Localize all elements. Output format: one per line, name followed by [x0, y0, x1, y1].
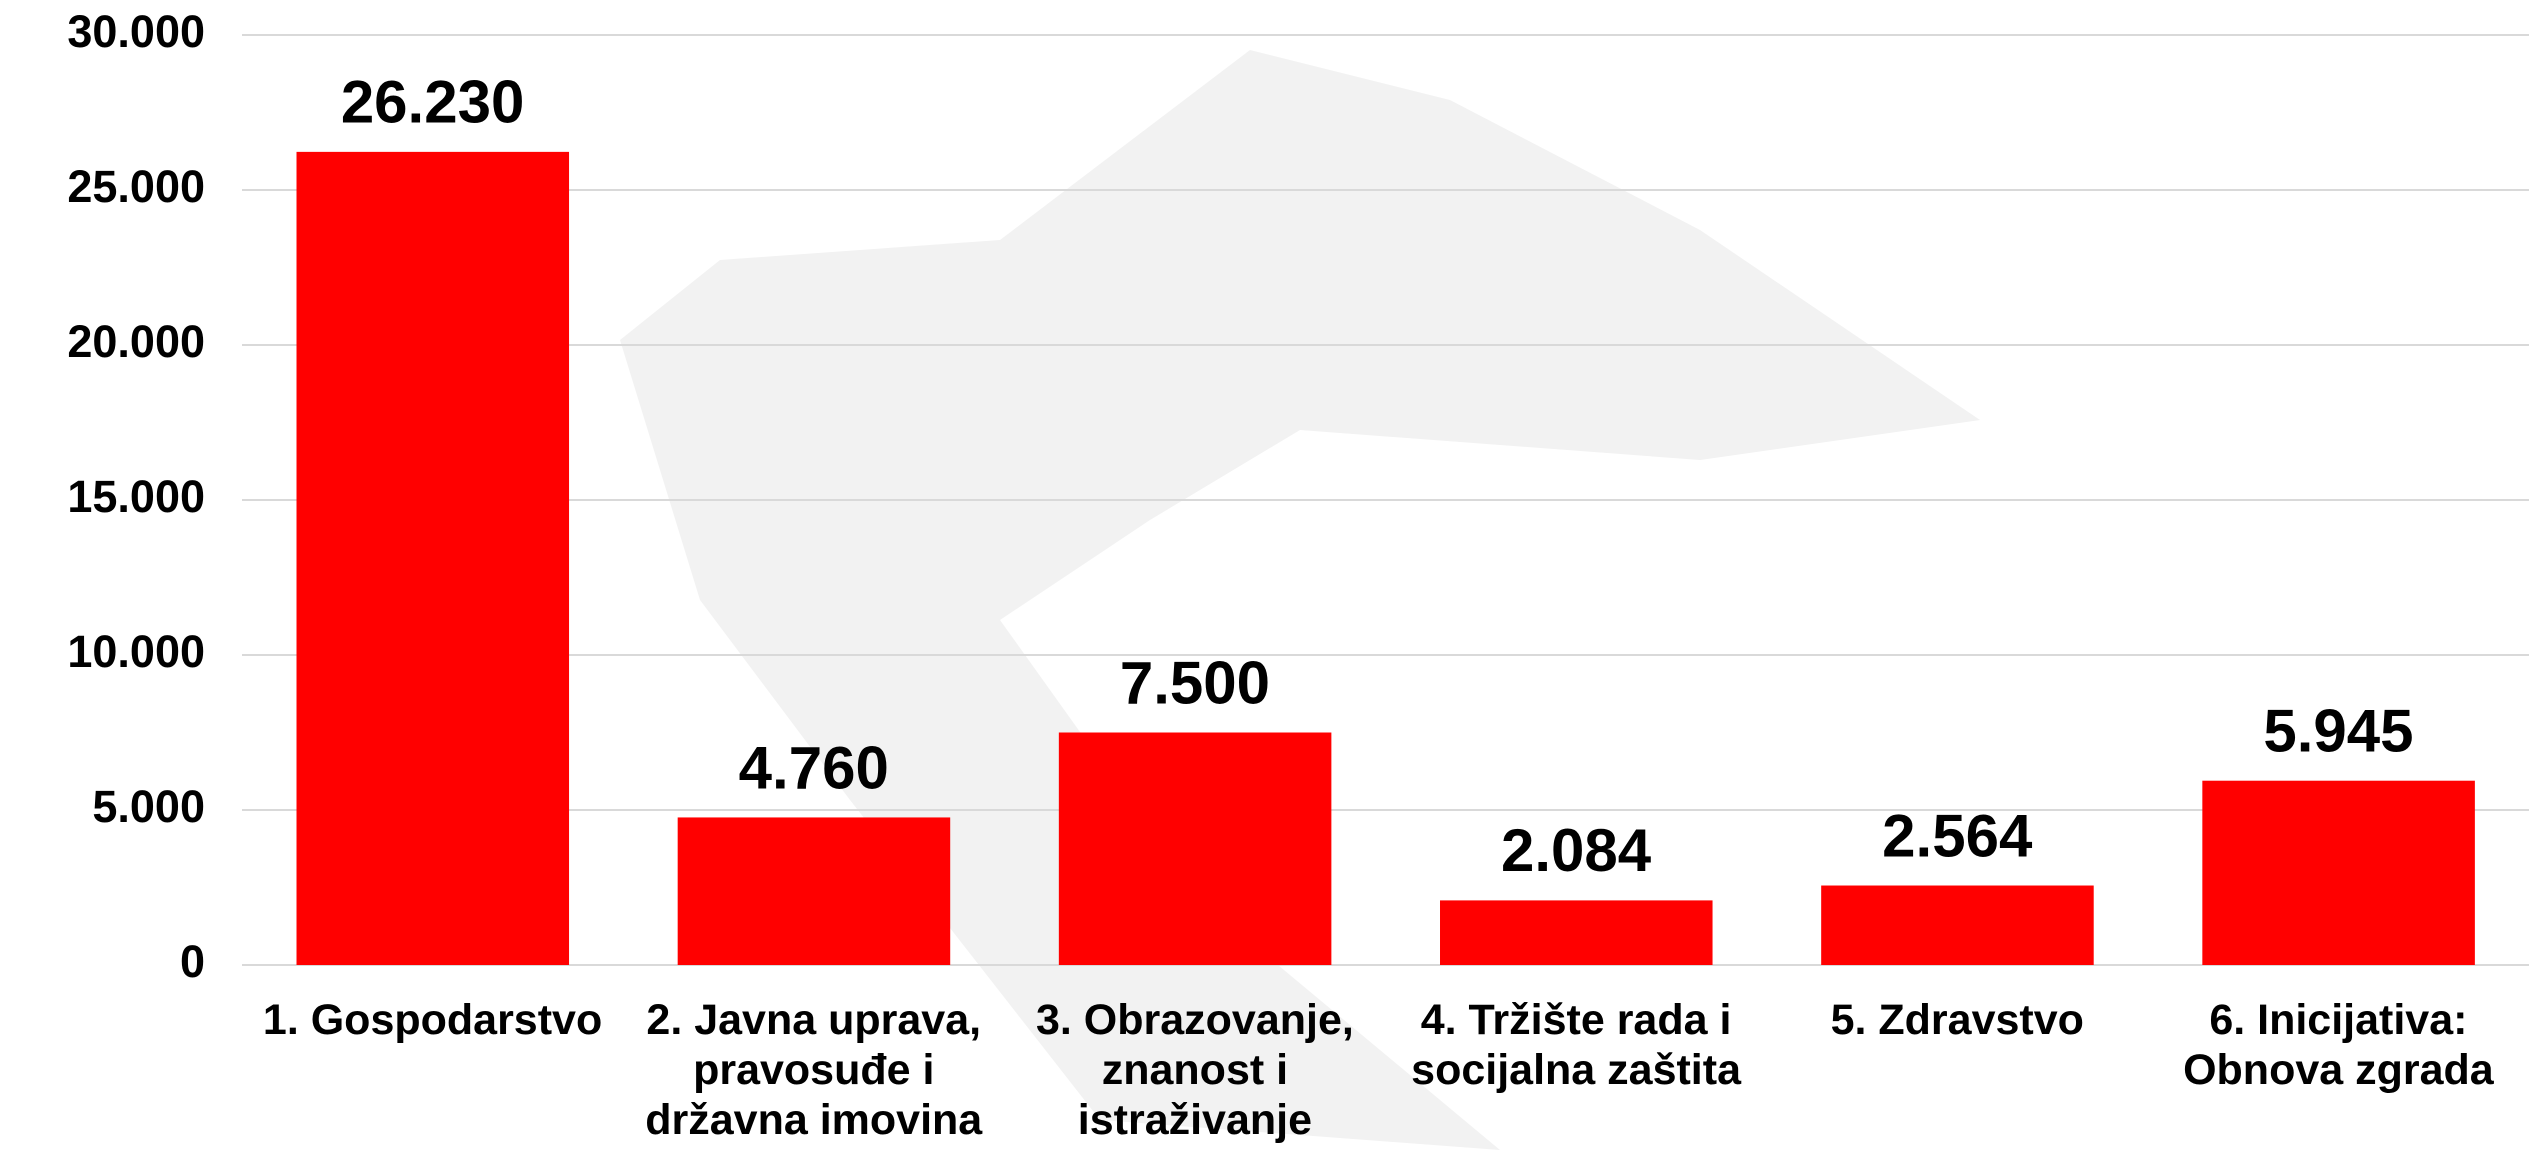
bar — [1440, 900, 1713, 965]
y-tick-label: 20.000 — [67, 316, 205, 367]
bar — [677, 817, 951, 965]
y-tick-label: 15.000 — [67, 471, 205, 522]
bar — [296, 151, 570, 965]
bar — [2202, 780, 2475, 965]
bar — [1058, 732, 1332, 965]
bar — [1821, 885, 2094, 965]
value-label: 5.945 — [2263, 698, 2413, 765]
value-label: 26.230 — [341, 69, 525, 136]
y-tick-label: 5.000 — [92, 781, 205, 832]
x-tick-label: 5. Zdravstvo — [1830, 996, 2084, 1044]
value-label: 7.500 — [1120, 649, 1270, 716]
x-tick-label: 2. Javna uprava, pravosuđe i državna imo… — [645, 996, 983, 1144]
value-label: 2.564 — [1882, 802, 2033, 869]
value-label: 4.760 — [739, 734, 889, 801]
y-tick-label: 25.000 — [67, 161, 205, 212]
map-watermark — [620, 50, 1980, 1150]
x-tick-label: 4. Tržište rada i socijalna zaštita — [1411, 996, 1741, 1094]
x-tick-label: 6. Inicijativa: Obnova zgrada — [2183, 996, 2494, 1094]
y-tick-label: 0 — [180, 936, 205, 987]
x-tick-label: 1. Gospodarstvo — [262, 996, 603, 1044]
y-tick-label: 10.000 — [67, 626, 205, 677]
value-label: 2.084 — [1501, 817, 1652, 884]
y-tick-label: 30.000 — [67, 6, 205, 57]
x-tick-label: 3. Obrazovanje, znanost i istraživanje — [1035, 996, 1354, 1144]
